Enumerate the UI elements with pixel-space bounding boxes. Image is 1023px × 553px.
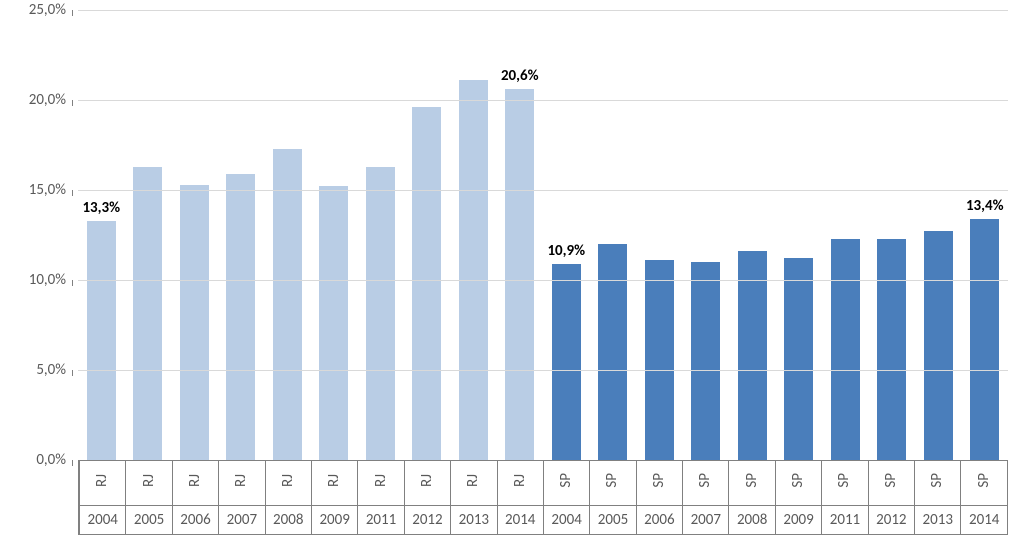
x-axis-year-label: 2004: [80, 506, 126, 535]
bar: [598, 244, 627, 460]
x-axis-year-label: 2005: [590, 506, 636, 535]
gridline: [78, 100, 1008, 101]
x-axis-series-label: SP: [915, 461, 961, 506]
bar: [552, 264, 581, 460]
bar: [87, 221, 116, 460]
x-axis: RJRJRJRJRJRJRJRJRJRJSPSPSPSPSPSPSPSPSPSP…: [78, 460, 1008, 535]
bar: [366, 167, 395, 460]
y-tick: [72, 190, 73, 196]
y-tick: [72, 370, 73, 376]
bar-chart: 13,3%20,6%10,9%13,4% RJRJRJRJRJRJRJRJRJR…: [0, 0, 1023, 553]
x-axis-year-label: 2008: [265, 506, 311, 535]
bar-data-label: 13,3%: [82, 199, 120, 217]
y-axis-label: 5,0%: [6, 361, 66, 379]
x-axis-year-label: 2012: [868, 506, 914, 535]
x-axis-year-label: 2006: [172, 506, 218, 535]
bar: [133, 167, 162, 460]
y-tick: [72, 280, 73, 286]
x-axis-year-label: 2014: [497, 506, 543, 535]
x-axis-year-label: 2007: [219, 506, 265, 535]
plot-area: 13,3% 20,6% 10,9% 13,4%: [78, 10, 1008, 460]
x-axis-year-label: 2013: [451, 506, 497, 535]
x-axis-series-label: RJ: [219, 461, 265, 506]
y-axis-label: 10,0%: [6, 271, 66, 289]
x-axis-series-label: RJ: [172, 461, 218, 506]
x-axis-year-label: 2006: [636, 506, 682, 535]
bar: [505, 89, 534, 460]
bar: [459, 80, 488, 460]
x-axis-year-label: 2009: [775, 506, 821, 535]
x-axis-series-label: RJ: [311, 461, 357, 506]
x-axis-series-label: SP: [590, 461, 636, 506]
bar: [412, 107, 441, 460]
x-axis-year-label: 2004: [543, 506, 589, 535]
x-axis-series-label: RJ: [497, 461, 543, 506]
x-axis-year-label: 2011: [822, 506, 868, 535]
x-axis-year-label: 2012: [404, 506, 450, 535]
x-axis-series-label: RJ: [404, 461, 450, 506]
x-axis-series-label: SP: [822, 461, 868, 506]
x-axis-series-label: SP: [868, 461, 914, 506]
x-axis-series-label: RJ: [126, 461, 172, 506]
bar: [226, 174, 255, 460]
x-axis-year-label: 2005: [126, 506, 172, 535]
bar: [970, 219, 999, 460]
bar: [738, 251, 767, 460]
gridline: [78, 370, 1008, 371]
gridline: [78, 10, 1008, 11]
bar: [645, 260, 674, 460]
bar: [273, 149, 302, 460]
x-axis-year-label: 2008: [729, 506, 775, 535]
y-tick: [72, 10, 73, 16]
y-axis-label: 15,0%: [6, 181, 66, 199]
x-axis-year-label: 2014: [961, 506, 1008, 535]
x-axis-year-label: 2009: [311, 506, 357, 535]
bar: [924, 231, 953, 460]
x-axis-series-label: RJ: [265, 461, 311, 506]
x-axis-series-label: RJ: [80, 461, 126, 506]
x-axis-table: RJRJRJRJRJRJRJRJRJRJSPSPSPSPSPSPSPSPSPSP…: [78, 460, 1008, 535]
x-axis-series-label: SP: [543, 461, 589, 506]
x-axis-series-label: SP: [636, 461, 682, 506]
y-axis-label: 25,0%: [6, 1, 66, 19]
x-axis-year-label: 2007: [683, 506, 729, 535]
x-axis-series-label: SP: [729, 461, 775, 506]
bar: [691, 262, 720, 460]
x-axis-series-label: RJ: [451, 461, 497, 506]
y-tick: [72, 100, 73, 106]
gridline: [78, 280, 1008, 281]
bar-data-label: 20,6%: [501, 67, 539, 85]
y-tick: [72, 460, 73, 466]
x-axis-series-label: SP: [775, 461, 821, 506]
bar: [831, 239, 860, 460]
bar: [319, 186, 348, 460]
x-axis-series-label: SP: [961, 461, 1008, 506]
bar: [877, 239, 906, 460]
bar-data-label: 13,4%: [966, 197, 1004, 215]
y-axis-label: 0,0%: [6, 451, 66, 469]
gridline: [78, 190, 1008, 191]
x-axis-series-label: SP: [683, 461, 729, 506]
bar: [180, 185, 209, 460]
x-axis-year-label: 2011: [358, 506, 404, 535]
x-axis-year-label: 2013: [915, 506, 961, 535]
bar-data-label: 10,9%: [547, 242, 585, 260]
bar: [784, 258, 813, 460]
x-axis-series-label: RJ: [358, 461, 404, 506]
y-axis-label: 20,0%: [6, 91, 66, 109]
